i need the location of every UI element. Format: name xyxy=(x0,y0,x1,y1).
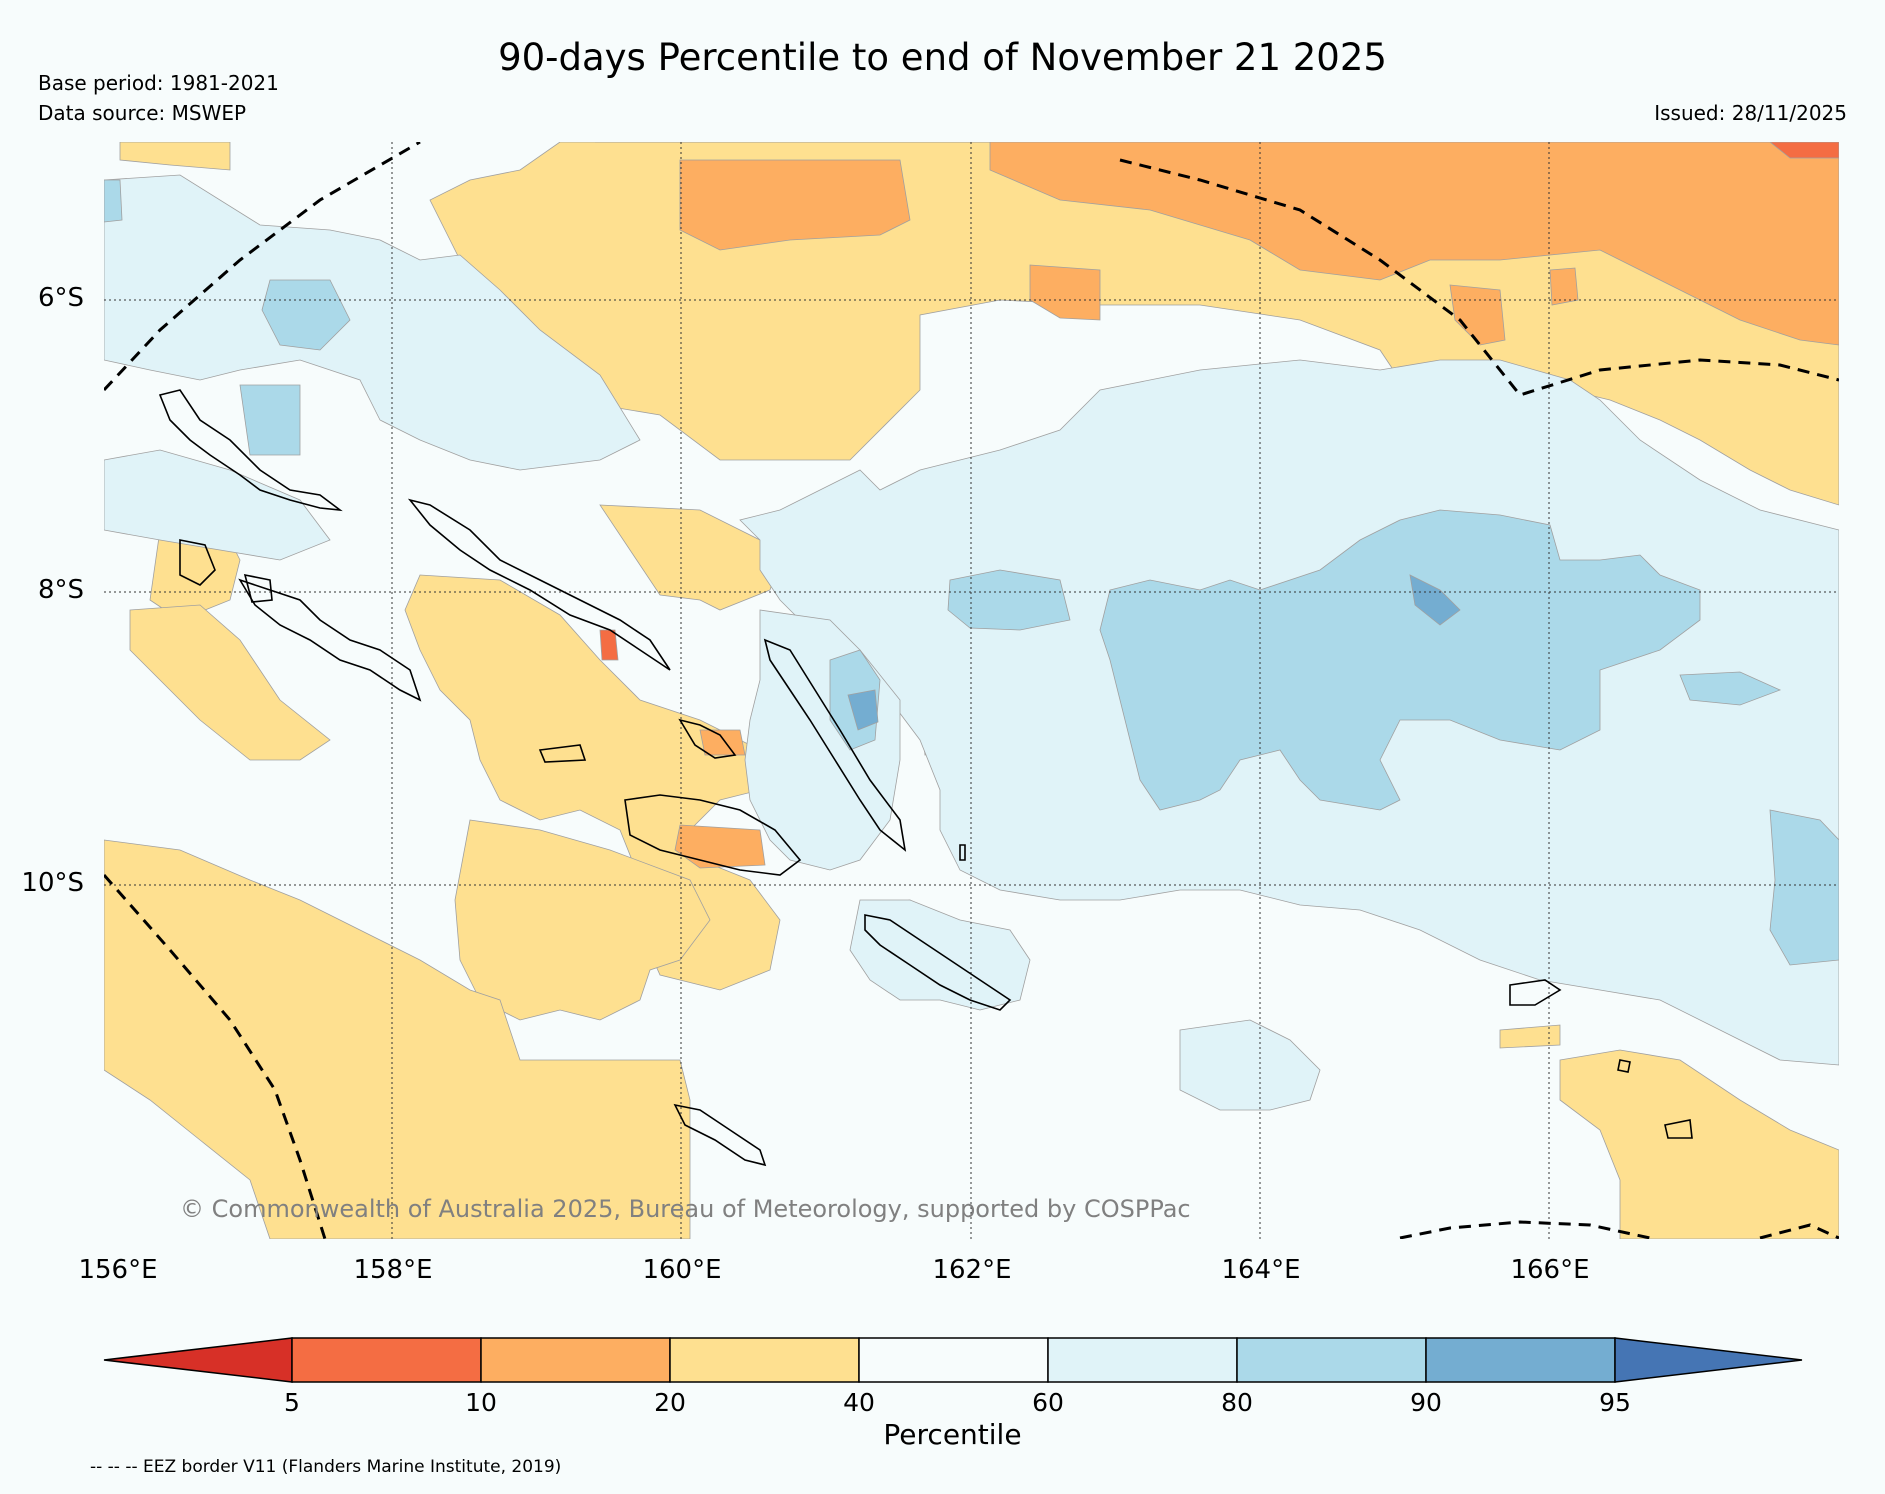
colorbar-bin-10-20 xyxy=(480,1337,671,1383)
colorbar-tick: 20 xyxy=(654,1388,686,1417)
lon-label-166e: 166°E xyxy=(1510,1255,1590,1285)
colorbar-bin-20-40 xyxy=(669,1337,860,1383)
percentile-area-10-20 xyxy=(1029,264,1101,321)
coastline-bougainville xyxy=(158,389,343,512)
percentile-area-10-20 xyxy=(1549,267,1579,306)
percentile-area-80-90 xyxy=(1679,671,1782,706)
percentile-area-5-10 xyxy=(1769,142,1839,159)
coastline-malaita xyxy=(763,638,907,852)
percentile-area-20-40 xyxy=(1559,1049,1839,1239)
colorbar-bin-40-60 xyxy=(858,1337,1049,1383)
coastline-rennell xyxy=(673,1103,767,1167)
lon-label-158e: 158°E xyxy=(353,1255,433,1285)
colorbar-tick: 80 xyxy=(1221,1388,1253,1417)
colorbar-bin-90-95 xyxy=(1425,1337,1616,1383)
lat-label-6s: 6°S xyxy=(37,283,84,313)
lat-label-10s: 10°S xyxy=(21,868,84,898)
coastline-guadalcanal xyxy=(624,794,802,876)
percentile-area-60-80 xyxy=(104,449,331,561)
eez-legend-note: -- -- -- EEZ border V11 (Flanders Marine… xyxy=(90,1457,562,1477)
lon-label-162e: 162°E xyxy=(932,1255,1012,1285)
percentile-area-10-20 xyxy=(699,729,746,756)
issued-date-text: Issued: 28/11/2025 xyxy=(1654,101,1847,125)
copyright-text: © Commonwealth of Australia 2025, Bureau… xyxy=(180,1195,1191,1223)
colorbar-extend-low xyxy=(103,1337,293,1383)
lon-label-160e: 160°E xyxy=(642,1255,722,1285)
percentile-area-20-40 xyxy=(129,604,331,761)
colorbar-tick: 10 xyxy=(465,1388,497,1417)
percentile-area-10-20 xyxy=(674,824,766,869)
percentile-area-80-90 xyxy=(947,569,1071,631)
lat-label-8s: 8°S xyxy=(37,575,84,605)
coastline-small-islands xyxy=(538,744,1693,1139)
data-source-text: Data source: MSWEP xyxy=(38,101,247,125)
colorbar-tick: 90 xyxy=(1410,1388,1442,1417)
map-title: 90-days Percentile to end of November 21… xyxy=(498,36,1387,79)
percentile-area-90-95 xyxy=(1409,574,1461,626)
coastline-choiseul xyxy=(407,498,671,671)
coastline-santa-isabel xyxy=(678,718,737,759)
percentile-area-10-20 xyxy=(595,142,1839,346)
percentile-area-5-10 xyxy=(599,629,619,661)
coastlines xyxy=(158,389,1693,1167)
percentile-area-20-40 xyxy=(599,504,781,611)
percentile-area-80-90 xyxy=(1769,809,1839,966)
graticule xyxy=(104,142,1839,1239)
percentile-area-80-90 xyxy=(1099,509,1701,811)
percentile-area-20-40 xyxy=(1499,1024,1561,1049)
percentile-area-10-20 xyxy=(1449,284,1506,346)
percentile-area-20-40 xyxy=(119,142,231,171)
percentile-field xyxy=(104,142,1839,1239)
lon-label-164e: 164°E xyxy=(1221,1255,1301,1285)
percentile-area-80-90 xyxy=(239,384,301,456)
colorbar-tick: 60 xyxy=(1032,1388,1064,1417)
percentile-area-80-90 xyxy=(261,279,351,351)
colorbar xyxy=(103,1337,1803,1383)
percentile-area-20-40 xyxy=(104,839,691,1239)
coastline-new-georgia xyxy=(238,578,422,702)
percentile-area-80-90 xyxy=(104,179,123,223)
colorbar-tick: 95 xyxy=(1599,1388,1631,1417)
coastline-kolombangara xyxy=(243,573,273,603)
colorbar-tick: 5 xyxy=(284,1388,300,1417)
colorbar-tick: 40 xyxy=(843,1388,875,1417)
colorbar-bin-80-90 xyxy=(1236,1337,1427,1383)
percentile-area-90-95 xyxy=(847,689,879,731)
percentile-area-60-80 xyxy=(1179,1019,1321,1111)
colorbar-bin-60-80 xyxy=(1047,1337,1238,1383)
percentile-area-60-80 xyxy=(104,174,641,471)
coastline-vella-lavella xyxy=(179,539,216,586)
colorbar-extend-high xyxy=(1614,1337,1803,1383)
percentile-area-10-20 xyxy=(679,159,911,251)
colorbar-title: Percentile xyxy=(883,1418,1022,1451)
base-period-text: Base period: 1981-2021 xyxy=(38,71,279,95)
colorbar-bin-5-10 xyxy=(291,1337,482,1383)
eez-borders xyxy=(104,142,1839,1239)
percentile-area-20-40 xyxy=(454,819,711,1021)
lon-label-156e: 156°E xyxy=(78,1255,158,1285)
coastline-makira xyxy=(864,914,1012,1011)
